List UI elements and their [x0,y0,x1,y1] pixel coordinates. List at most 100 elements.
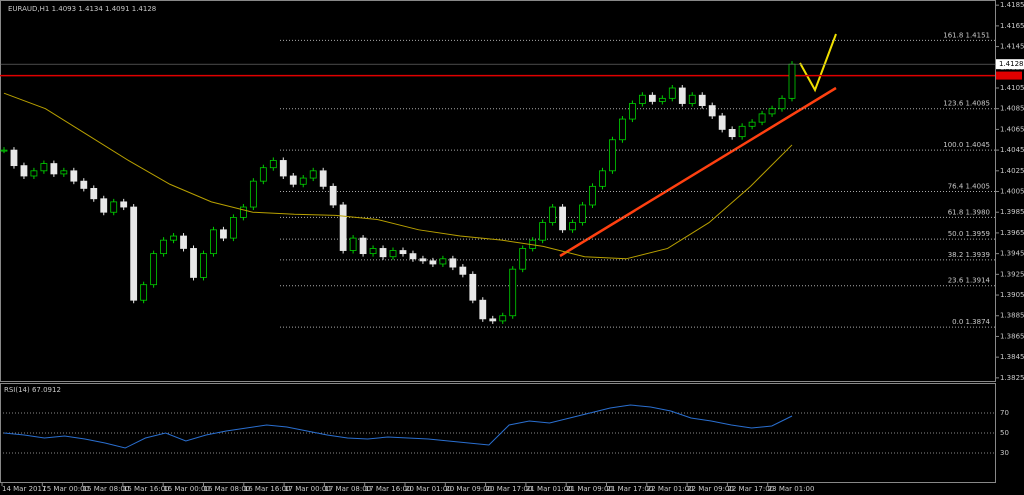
candle [230,216,237,239]
y-tick-label: 1.3865 [1000,332,1024,340]
candle [469,273,477,301]
candle [569,222,576,231]
candle [768,108,776,115]
fib-label: 100.0 1.4045 [943,141,990,149]
candle [259,167,267,182]
y-tick-label: 1.3905 [1000,291,1024,299]
candle [539,222,547,241]
candle [0,149,8,152]
forecast-arrow [799,33,837,93]
candle [459,266,467,275]
candle [140,284,148,301]
rsi-line [3,404,793,449]
x-tick-label: 15 Mar 16:00 [123,485,170,493]
candle [788,63,796,99]
main-panel-frame [0,0,996,382]
candle [150,253,158,286]
candle [549,206,557,223]
candle [249,180,257,208]
candle [479,299,487,320]
candle [190,248,197,278]
candle [120,201,128,208]
fib-label: 0.0 1.3874 [952,318,990,326]
candle [130,206,138,301]
y-tick-label: 1.4105 [1000,84,1024,92]
x-tick-label: 21 Mar 09:00 [566,485,613,493]
candle [160,239,167,255]
candle [519,248,527,270]
candle [559,206,566,231]
candle [289,175,297,185]
x-tick-label: 16 Mar 00:00 [163,485,210,493]
x-tick-label: 17 Mar 00:00 [284,485,331,493]
candle [758,113,766,123]
x-tick-label: 20 Mar 17:00 [486,485,533,493]
candle [718,115,726,130]
candle [399,250,407,255]
candle [489,318,497,322]
fib-label: 23.6 1.3914 [948,277,991,285]
candle [100,198,108,213]
x-tick-label: 20 Mar 09:00 [445,485,492,493]
candle [210,229,217,255]
rsi-header: RSI(14) 67.0912 [4,386,61,394]
candle [499,315,507,322]
fib-label: 123.6 1.4085 [943,100,990,108]
rsi-tick-label: 70 [1000,409,1009,417]
fib-label: 50.0 1.3959 [948,230,990,238]
candle [619,118,626,141]
candle [309,170,317,179]
y-tick-label: 1.3845 [1000,353,1024,361]
candle [20,165,28,177]
candle [708,105,716,117]
fib-label: 76.4 1.4005 [948,183,990,191]
candle [60,170,68,175]
candle [429,260,437,265]
x-tick-label: 16 Mar 16:00 [244,485,291,493]
candle [70,170,78,182]
y-tick-label: 1.4025 [1000,167,1024,175]
x-tick-label: 21 Mar 17:00 [607,485,654,493]
x-tick-label: 23 Mar 01:00 [768,485,815,493]
candle [349,237,357,251]
candle [359,237,367,255]
candle [180,235,187,249]
y-tick-label: 1.3985 [1000,208,1024,216]
y-tick-label: 1.3925 [1000,270,1024,278]
candle [579,204,586,223]
x-tick-label: 17 Mar 16:00 [365,485,412,493]
y-tick-label: 1.3945 [1000,250,1024,258]
x-tick-label: 22 Mar 17:00 [727,485,774,493]
candle [110,201,118,213]
x-tick-label: 22 Mar 09:00 [687,485,734,493]
trend-line [559,86,837,258]
last-price-label: 1.4128 [999,60,1024,68]
candle [409,253,417,260]
candle [509,268,517,317]
candle [170,235,177,241]
fib-label: 38.2 1.3939 [948,251,990,259]
candle [658,97,666,102]
y-tick-label: 1.4045 [1000,146,1024,154]
candle [678,87,686,104]
candle [329,185,337,206]
moving-average [3,92,793,260]
candle [369,248,377,255]
candle [778,97,786,110]
candle [200,253,207,278]
y-tick-label: 1.3965 [1000,229,1024,237]
candle [339,204,347,251]
candle [389,250,397,258]
x-tick-label: 15 Mar 00:00 [42,485,89,493]
rsi-tick-label: 30 [1000,449,1009,457]
x-tick-label: 16 Mar 08:00 [204,485,251,493]
x-tick-label: 21 Mar 01:00 [526,485,573,493]
candle [629,103,636,120]
y-tick-label: 1.4145 [1000,43,1024,51]
candle [90,188,98,200]
x-tick-label: 14 Mar 2017 [2,485,46,493]
candle [419,258,427,262]
y-tick-label: 1.3825 [1000,374,1024,382]
